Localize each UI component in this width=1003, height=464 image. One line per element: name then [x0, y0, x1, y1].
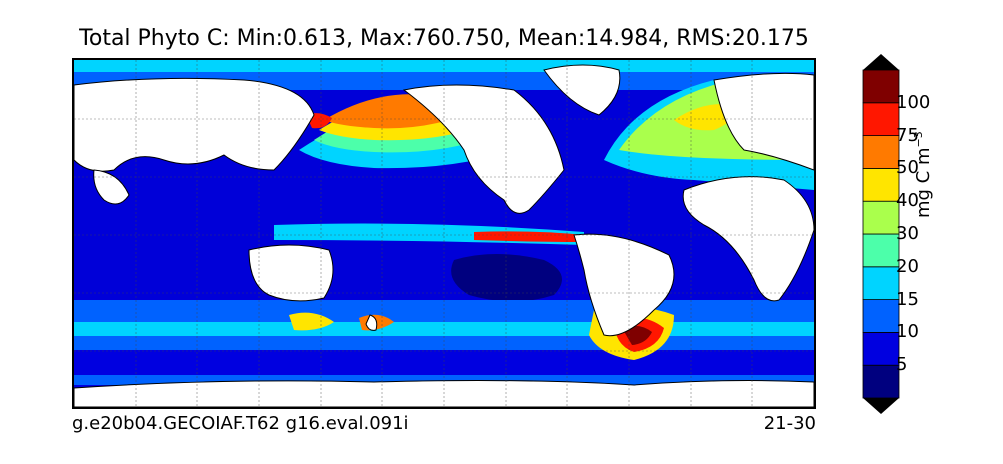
- colorbar-tick-label: 100: [896, 91, 931, 113]
- colorbar-swatch: [862, 266, 900, 301]
- colorbar: [862, 54, 900, 414]
- equatorial-upwelling-hot: [474, 231, 584, 242]
- patagonia-bloom-core: [622, 325, 652, 345]
- land-australia: [248, 244, 334, 302]
- run-name-label: g.e20b04.GECOIAF.T62 g16.eval.091i: [72, 413, 409, 434]
- colorbar-swatch: [862, 168, 900, 202]
- land-greenland: [543, 64, 621, 116]
- land-africa: [682, 176, 814, 302]
- colorbar-tick-label: 40: [896, 190, 919, 212]
- colorbar-tick-label: 50: [896, 157, 919, 179]
- land-new-zealand: [365, 314, 378, 331]
- north-atlantic-bloom-yellow: [674, 104, 735, 131]
- colorbar-swatch: [862, 364, 900, 399]
- graticule: [74, 60, 814, 407]
- colorbar-tick-label: 30: [896, 223, 919, 244]
- colorbar-tick-label: 15: [896, 288, 919, 310]
- colorbar-max-arrow: [863, 54, 899, 70]
- year-range-label: 21-30: [763, 413, 816, 434]
- colorbar-swatch: [862, 299, 900, 333]
- colorbar-min-arrow: [863, 398, 899, 414]
- colorbar-units-label: mg C m−3: [912, 131, 934, 218]
- colorbar-tick-label: 10: [896, 321, 919, 343]
- land-eurasia-west: [713, 72, 814, 171]
- north-pacific-bloom-orange: [324, 94, 450, 129]
- tasman-bloom: [289, 312, 334, 331]
- map-title: Total Phyto C: Min:0.613, Max:760.750, M…: [79, 26, 809, 51]
- land-south-america: [573, 233, 675, 337]
- south-pacific-gyre: [451, 254, 562, 302]
- colorbar-tick-label: 20: [896, 255, 919, 277]
- colorbar-tick-label: 75: [896, 124, 919, 146]
- colorbar-swatch: [862, 331, 900, 366]
- land-eurasia-east: [74, 77, 315, 172]
- colorbar-swatch: [862, 233, 900, 268]
- colorbar-swatch: [862, 200, 900, 235]
- map-plot: [72, 58, 816, 409]
- colorbar-swatch: [862, 69, 900, 104]
- phyto-map-svg: [74, 60, 814, 407]
- colorbar-swatch: [862, 135, 900, 169]
- colorbar-swatch: [862, 102, 900, 136]
- colorbar-tick-label: 5: [896, 354, 908, 376]
